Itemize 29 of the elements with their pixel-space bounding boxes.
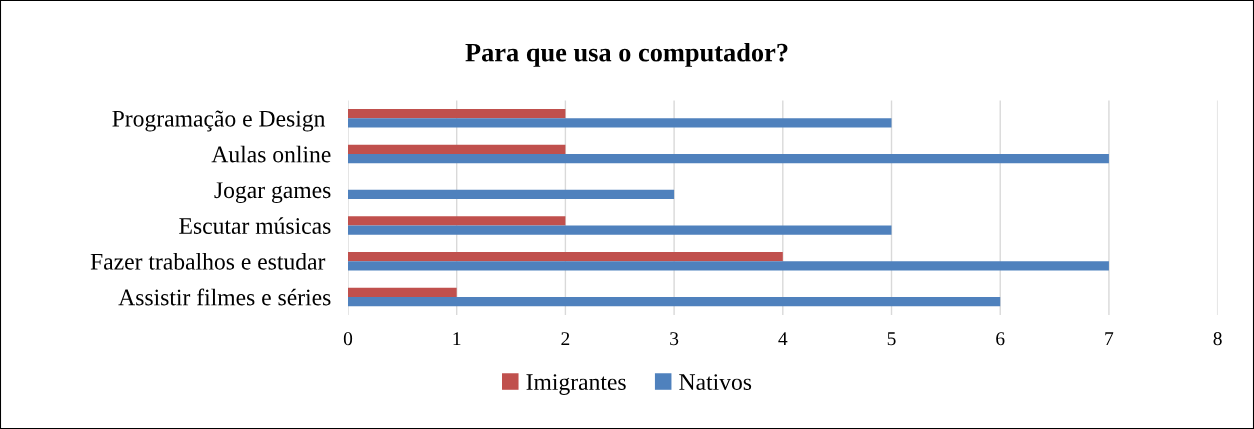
x-tick-label: 6 bbox=[996, 332, 1005, 346]
bar bbox=[347, 154, 1109, 164]
y-tick-label: Programação e Design bbox=[112, 110, 326, 132]
bar bbox=[347, 251, 783, 262]
bar bbox=[347, 144, 566, 155]
x-tick-label: 5 bbox=[887, 332, 896, 346]
y-tick-label: Fazer trabalhos e estudar bbox=[90, 253, 326, 270]
bar bbox=[347, 225, 892, 235]
x-tick-label: 3 bbox=[670, 332, 679, 346]
x-tick-label: 1 bbox=[453, 332, 461, 346]
bar bbox=[347, 189, 675, 200]
legend-label: Nativos bbox=[679, 374, 752, 391]
chart-title: Para que usa o computador? bbox=[465, 42, 788, 67]
bar bbox=[347, 287, 457, 298]
y-tick-label: Jogar games bbox=[214, 182, 331, 204]
x-tick-label: 2 bbox=[561, 332, 570, 346]
x-tick-label: 4 bbox=[778, 332, 788, 346]
y-tick-label: Escutar músicas bbox=[179, 217, 331, 234]
legend-label: Imigrantes bbox=[526, 374, 626, 395]
bar bbox=[347, 108, 566, 119]
x-tick-label: 7 bbox=[1105, 332, 1114, 346]
bar bbox=[347, 118, 892, 128]
bar bbox=[347, 261, 1109, 271]
y-tick-label: Assistir filmes e séries bbox=[118, 288, 331, 306]
bar bbox=[347, 297, 1001, 307]
x-tick-label: 8 bbox=[1213, 332, 1222, 346]
y-tick-label: Aulas online bbox=[211, 145, 331, 163]
bar bbox=[347, 216, 566, 226]
x-tick-label: 0 bbox=[343, 332, 353, 346]
